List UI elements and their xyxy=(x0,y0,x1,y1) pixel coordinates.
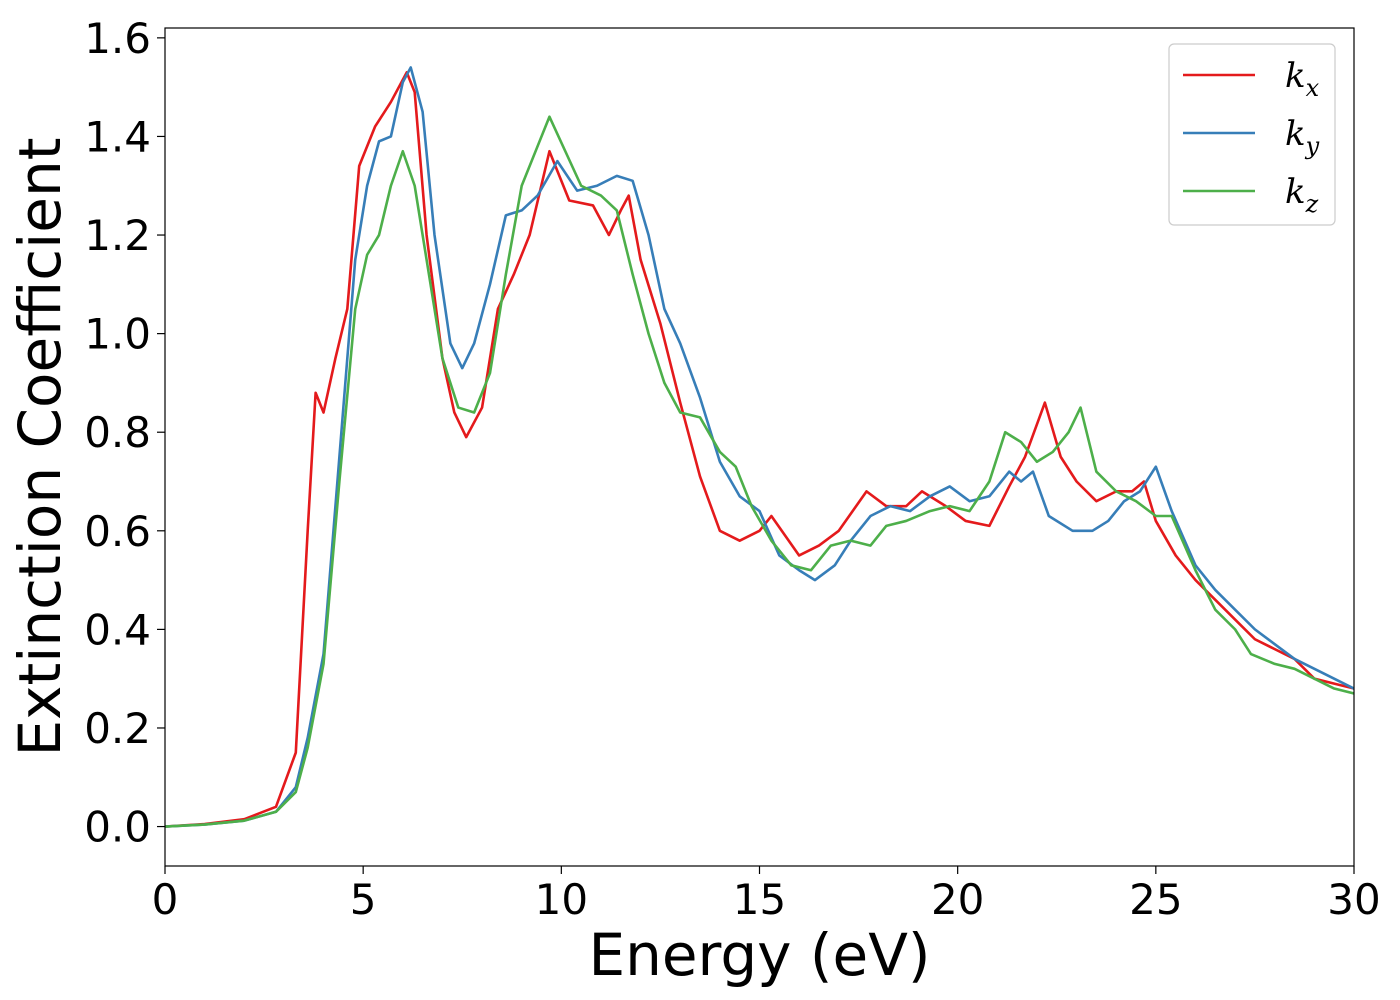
x-tick-label: 5 xyxy=(350,875,377,924)
x-tick-label: 20 xyxy=(931,875,984,924)
legend-item-kz: kz xyxy=(1183,172,1319,218)
y-tick-label: 0.2 xyxy=(84,704,151,753)
x-tick-label: 25 xyxy=(1129,875,1182,924)
series-line-kx xyxy=(165,71,1354,828)
legend-item-ky: ky xyxy=(1183,114,1320,160)
legend-label: kz xyxy=(1285,172,1319,218)
legend-box xyxy=(1168,43,1336,226)
y-tick-label: 0.4 xyxy=(84,605,151,654)
y-tick-label: 0.0 xyxy=(84,803,151,852)
x-tick-label: 0 xyxy=(152,875,179,924)
y-tick-label: 0.6 xyxy=(84,507,151,556)
y-tick-label: 1.0 xyxy=(84,310,151,359)
series-line-kz xyxy=(165,115,1354,828)
x-tick-label: 15 xyxy=(733,875,786,924)
x-tick-label: 30 xyxy=(1327,875,1380,924)
legend-label: kx xyxy=(1285,56,1320,102)
x-axis-label: Energy (eV) xyxy=(588,921,930,989)
y-tick-label: 1.4 xyxy=(84,112,151,161)
y-axis-label: Extinction Coefficient xyxy=(6,138,74,757)
x-tick-label: 10 xyxy=(535,875,588,924)
y-tick-label: 1.6 xyxy=(84,14,151,63)
series-line-ky xyxy=(165,66,1354,828)
x-axis: 0 5 10 15 20 25 30 xyxy=(152,866,1381,924)
legend-item-kx: kx xyxy=(1183,56,1320,102)
legend: kx ky kz xyxy=(1168,43,1336,226)
y-tick-label: 0.8 xyxy=(84,408,151,457)
legend-label: ky xyxy=(1285,114,1320,160)
y-axis: 0.0 0.2 0.4 0.6 0.8 1.0 1.2 1.4 1.6 xyxy=(84,14,165,852)
series-layer xyxy=(165,66,1354,828)
y-tick-label: 1.2 xyxy=(84,211,151,260)
